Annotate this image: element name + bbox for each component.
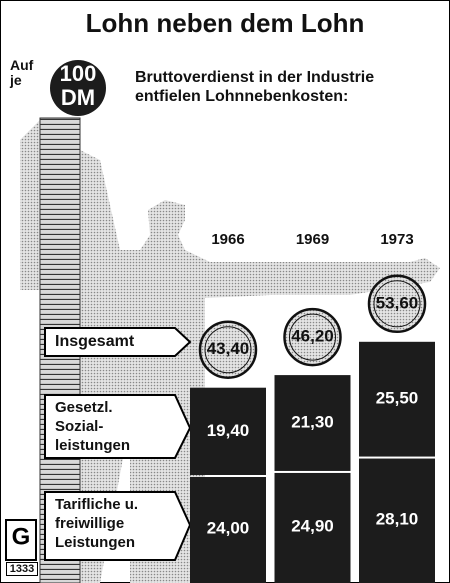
infographic: G 24,00 19,40 43,40 1966 24,90 21,30 46,20 1969… xyxy=(0,0,450,583)
total-label: 43,40 xyxy=(207,339,250,358)
x-tick-label: 1969 xyxy=(296,231,329,248)
value-label: 19,40 xyxy=(207,421,250,440)
logo-number: 1333 xyxy=(6,562,38,576)
x-tick-label: 1973 xyxy=(380,231,413,248)
badge-text: 100 DM xyxy=(50,62,106,110)
x-tick-label: 1966 xyxy=(211,231,244,248)
value-label: 28,10 xyxy=(376,509,419,528)
value-label: 21,30 xyxy=(291,413,334,432)
legend-entry: Insgesamt xyxy=(55,333,134,351)
legend-entry: Tarifliche u. freiwillige Leistungen xyxy=(55,495,138,552)
logo-mark: G xyxy=(12,523,31,550)
chart-title: Lohn neben dem Lohn xyxy=(0,8,450,39)
value-label: 24,00 xyxy=(207,518,250,537)
legend-entry: Gesetzl. Sozial- leistungen xyxy=(55,398,130,455)
value-label: 24,90 xyxy=(291,516,334,535)
total-label: 53,60 xyxy=(376,293,419,312)
value-label: 25,50 xyxy=(376,389,419,408)
total-label: 46,20 xyxy=(291,327,334,346)
badge-prefix: Auf je xyxy=(10,58,33,88)
subtitle: Bruttoverdienst in der Industrie entfiel… xyxy=(135,68,374,106)
